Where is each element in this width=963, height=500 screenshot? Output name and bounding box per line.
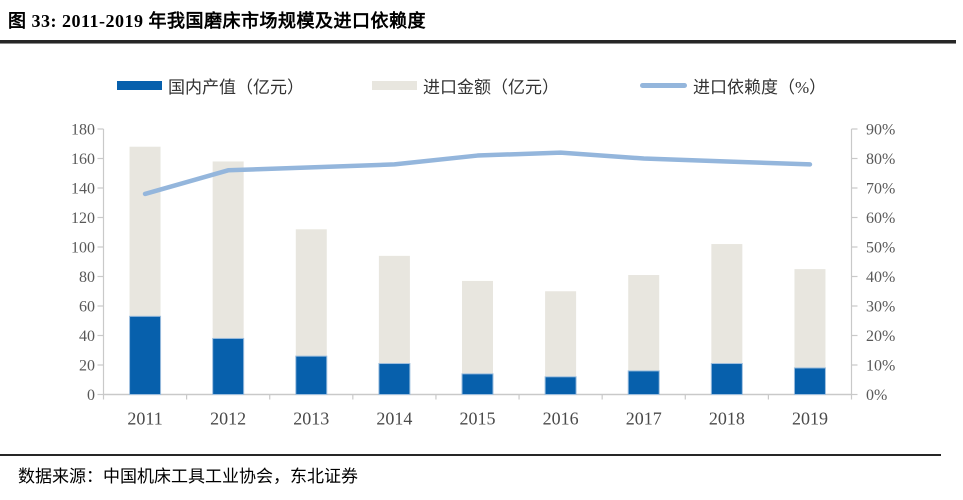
left-tick-40: 40 [79,328,95,345]
left-tick-160: 160 [71,151,95,168]
bar-2016-import [545,291,577,377]
left-tick-140: 140 [71,181,95,198]
right-tick-40%: 40% [866,269,895,286]
bar-2017-import [628,275,660,371]
legend-swatch-dependency [640,82,687,88]
right-tick-90%: 90% [866,122,895,139]
x-label-2014: 2014 [376,409,412,429]
bar-2019-import [794,269,826,368]
legend-item-dependency: 进口依赖度（%） [640,73,826,97]
chart-svg: 0 20 40 60 80 100 120 140 160 180 0% 10% 20% 30% 40% 50… [71,122,895,429]
right-tick-10%: 10% [866,358,895,375]
x-label-2019: 2019 [792,409,828,429]
bar-2011-import [129,146,161,317]
x-label-2011: 2011 [127,409,162,429]
legend-swatch-domestic [117,80,162,90]
bar-2015-import [462,280,493,374]
left-tick-100: 100 [71,240,95,257]
bars-layer [129,146,826,396]
right-tick-70%: 70% [866,181,895,198]
right-tick-80%: 80% [866,151,895,168]
bar-2019-domestic [793,367,826,396]
legend-label-domestic: 国内产值（亿元） [168,77,304,97]
x-label-2017: 2017 [626,409,662,429]
right-tick-60%: 60% [866,210,895,227]
left-tick-120: 120 [71,210,95,227]
x-label-2013: 2013 [293,409,329,429]
legend-label-dependency: 进口依赖度（%） [693,77,827,97]
bar-2014-import [378,255,410,364]
figure-title: 图 33: 2011-2019 年我国磨床市场规模及进口依赖度 [8,11,426,31]
left-tick-0: 0 [87,387,95,404]
dependency-line-layer [142,150,813,197]
axis-labels: 0 20 40 60 80 100 120 140 160 180 0% 10% 20% 30% 40% 50… [71,122,895,429]
right-tick-0%: 0% [866,387,887,404]
bar-2018-domestic [710,363,743,395]
left-tick-80: 80 [79,269,95,286]
legend-item-domestic: 国内产值（亿元） [117,73,304,97]
legend-label-import: 进口金额（亿元） [423,77,559,97]
data-source: 数据来源：中国机床工具工业协会，东北证券 [18,467,358,486]
bar-2014-domestic [378,363,411,395]
left-tick-20: 20 [79,358,95,375]
left-tick-180: 180 [71,122,95,139]
bar-2012-import [212,161,244,339]
footer-divider [0,454,941,456]
legend-swatch-import [372,80,417,90]
legend-item-import: 进口金额（亿元） [372,73,559,97]
right-tick-50%: 50% [866,240,895,257]
bar-2015-domestic [461,373,494,396]
x-label-2018: 2018 [709,409,745,429]
bar-2016-domestic [544,376,577,395]
bar-2018-import [711,244,743,364]
bar-2012-domestic [212,337,245,396]
right-tick-30%: 30% [866,299,895,316]
x-label-2016: 2016 [543,409,579,429]
left-tick-60: 60 [79,299,95,316]
right-tick-20%: 20% [866,328,895,345]
bar-2017-domestic [627,370,660,395]
title-divider [0,40,956,44]
bar-2011-domestic [129,315,162,396]
bar-2013-domestic [295,355,328,395]
dependency-line [142,150,813,197]
x-label-2015: 2015 [460,409,496,429]
bar-2013-import [295,229,327,357]
x-label-2012: 2012 [210,409,246,429]
